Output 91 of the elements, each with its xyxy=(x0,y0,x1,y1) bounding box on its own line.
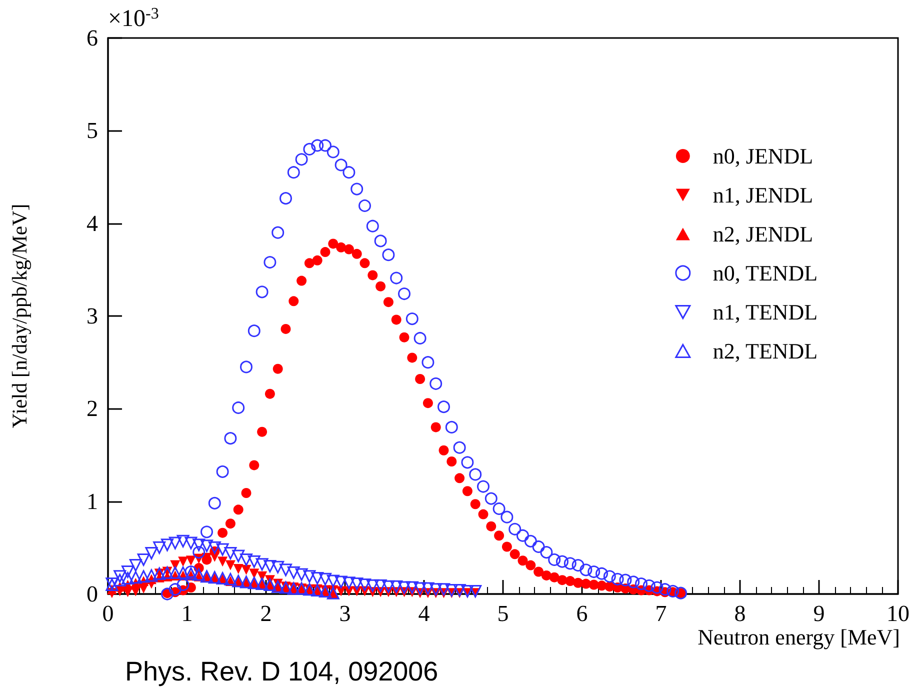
point xyxy=(342,576,356,590)
x-tick-label: 0 xyxy=(102,601,114,626)
x-tick-label: 3 xyxy=(339,601,351,626)
y-tick-label: 0 xyxy=(86,582,98,606)
legend-label: n0, JENDL xyxy=(712,144,814,168)
point xyxy=(184,536,198,550)
point xyxy=(390,580,403,593)
point xyxy=(114,574,126,586)
x-tick-label: 10 xyxy=(886,601,910,626)
point xyxy=(161,538,174,552)
point xyxy=(438,583,450,596)
point xyxy=(129,559,142,572)
point xyxy=(192,538,206,552)
point xyxy=(224,546,237,560)
point xyxy=(334,576,348,588)
point xyxy=(129,571,142,584)
point xyxy=(414,582,426,595)
x-tick-label: 4 xyxy=(418,601,430,626)
point xyxy=(216,572,229,584)
y-tick-label: 5 xyxy=(86,118,98,144)
point xyxy=(114,570,126,583)
point xyxy=(200,540,213,552)
point xyxy=(168,536,182,550)
point xyxy=(264,560,276,572)
x-tick-label: 8 xyxy=(734,601,746,626)
point xyxy=(422,582,434,595)
point xyxy=(272,560,284,574)
point xyxy=(398,581,410,594)
point xyxy=(176,534,190,548)
point xyxy=(350,578,364,590)
point xyxy=(216,543,229,556)
x-tick-label: 2 xyxy=(260,601,272,626)
point xyxy=(264,578,276,591)
point xyxy=(303,570,316,583)
point xyxy=(280,564,292,576)
point xyxy=(430,583,442,596)
x-tick-label: 7 xyxy=(655,601,667,626)
legend-label: n2, TENDL xyxy=(712,338,818,364)
point xyxy=(186,556,196,566)
legend-label: n0, TENDL xyxy=(712,260,818,286)
text: Phys. Rev. D 104, 092006 xyxy=(125,656,438,686)
point xyxy=(153,541,166,554)
point xyxy=(453,584,466,597)
x-tick-label: 9 xyxy=(813,601,825,626)
point xyxy=(366,579,379,592)
legend-label: n2, JENDL xyxy=(712,222,814,246)
y-tick-label: 6 xyxy=(86,26,98,50)
point xyxy=(122,572,134,584)
point xyxy=(406,581,418,594)
legend-label: n1, JENDL xyxy=(712,182,814,208)
point xyxy=(295,568,308,581)
y-tick-label: 3 xyxy=(86,304,98,328)
y-axis-title: Yield [n/day/ppb/kg/MeV] xyxy=(8,204,32,428)
point xyxy=(461,584,474,598)
point xyxy=(122,566,134,578)
point xyxy=(382,580,395,593)
point xyxy=(225,560,236,570)
x-tick-label: 1 xyxy=(181,601,193,626)
legend-label: n1, TENDL xyxy=(712,300,818,324)
point xyxy=(178,556,188,567)
point xyxy=(445,584,458,597)
point xyxy=(248,555,260,568)
point xyxy=(233,564,244,574)
point xyxy=(232,550,245,562)
point xyxy=(137,553,150,566)
x-tick-label: 5 xyxy=(497,601,509,626)
point xyxy=(176,566,190,579)
y-tick-label: 2 xyxy=(86,396,98,422)
point xyxy=(287,566,300,579)
point xyxy=(358,578,371,591)
point xyxy=(374,579,387,592)
point xyxy=(256,558,268,571)
point xyxy=(145,546,158,560)
point xyxy=(326,574,340,588)
point xyxy=(168,566,182,579)
point xyxy=(241,564,252,575)
point xyxy=(469,584,482,598)
y-tick-label: 1 xyxy=(86,488,98,514)
point xyxy=(319,572,332,586)
point xyxy=(137,570,150,583)
point xyxy=(145,569,158,582)
point xyxy=(184,567,198,580)
point xyxy=(240,553,252,566)
point xyxy=(208,541,221,554)
point xyxy=(311,572,324,584)
x-tick-label: 6 xyxy=(576,601,588,626)
point xyxy=(218,556,228,567)
point xyxy=(224,572,237,586)
point xyxy=(249,568,260,579)
y-tick-label: 4 xyxy=(86,210,98,236)
x-axis-title: Neutron energy [MeV] xyxy=(698,624,900,650)
